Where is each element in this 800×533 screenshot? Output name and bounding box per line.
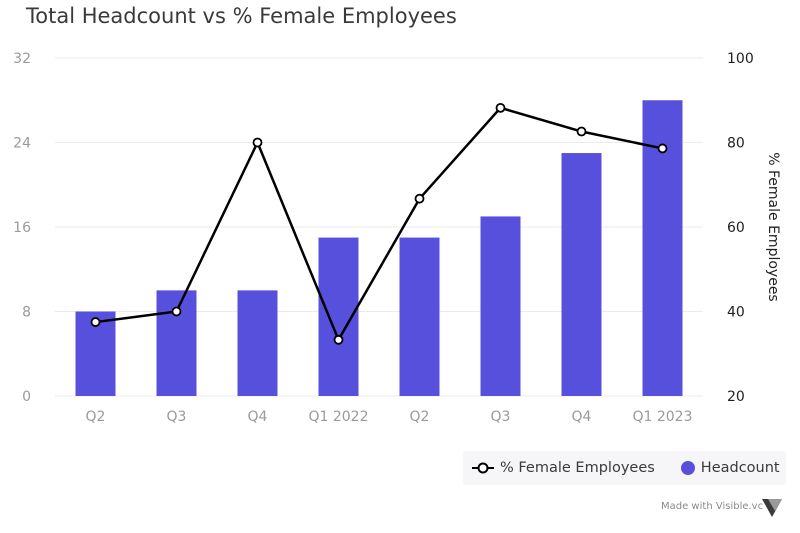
right-axis-tick-label: 20: [727, 389, 745, 405]
right-axis-tick-label: 80: [727, 136, 745, 152]
x-axis-tick-label: Q2: [86, 409, 106, 425]
female-pct-point[interactable]: [495, 102, 506, 113]
headcount-bar[interactable]: [399, 237, 440, 396]
chart-title: Total Headcount vs % Female Employees: [26, 4, 457, 28]
left-axis-tick-label: 32: [13, 51, 31, 67]
right-axis-title: % Female Employees: [765, 152, 781, 301]
female-pct-point[interactable]: [333, 334, 344, 345]
legend-item-headcount[interactable]: Headcount: [680, 460, 780, 476]
headcount-bars: [75, 100, 683, 396]
left-axis-tick-label: 24: [13, 136, 31, 152]
grid-lines: [55, 57, 703, 397]
bar-marker-icon: [680, 461, 695, 475]
x-axis-tick-label: Q3: [167, 409, 187, 425]
female-pct-point[interactable]: [576, 126, 587, 137]
left-axis-tick-label: 0: [22, 389, 31, 405]
left-axis-tick-label: 16: [13, 220, 31, 236]
line-marker-icon: [472, 462, 494, 474]
headcount-bar[interactable]: [156, 290, 197, 396]
right-axis-tick-label: 40: [727, 305, 745, 321]
headcount-bar[interactable]: [237, 290, 278, 396]
legend-label-headcount: Headcount: [700, 460, 780, 476]
legend-item-female-pct[interactable]: % Female Employees: [463, 460, 655, 476]
legend: % Female Employees Headcount: [463, 451, 786, 485]
x-axis-ticks: Q2 Q3 Q4 Q1 2022 Q2 Q3 Q4 Q1 2023: [86, 409, 693, 425]
x-axis-tick-label: Q1 2023: [632, 409, 692, 425]
female-pct-point[interactable]: [252, 137, 263, 148]
female-pct-point[interactable]: [90, 317, 101, 327]
female-pct-points: [90, 102, 668, 345]
female-pct-line: [95, 106, 663, 343]
headcount-bar[interactable]: [480, 216, 521, 396]
left-axis-ticks: 0 8 16 24 32: [13, 51, 31, 405]
x-axis-tick-label: Q1 2022: [308, 409, 368, 425]
headcount-bar[interactable]: [561, 153, 602, 396]
x-axis-tick-label: Q4: [572, 409, 592, 425]
legend-label-female-pct: % Female Employees: [500, 460, 655, 476]
right-axis-ticks: 20 40 60 80 100: [727, 51, 754, 405]
right-axis-tick-label: 100: [727, 51, 754, 67]
x-axis-tick-label: Q4: [248, 409, 268, 425]
x-axis-tick-label: Q2: [410, 409, 430, 425]
left-axis-tick-label: 8: [22, 305, 31, 321]
visible-logo-icon[interactable]: [762, 499, 782, 517]
right-axis-tick-label: 60: [727, 220, 745, 236]
female-pct-series-line: [95, 106, 663, 343]
watermark-text[interactable]: Made with Visible.vc: [661, 501, 764, 512]
x-axis-tick-label: Q3: [491, 409, 511, 425]
female-pct-point[interactable]: [414, 193, 425, 204]
female-pct-point[interactable]: [171, 306, 182, 317]
female-pct-point[interactable]: [657, 143, 668, 154]
